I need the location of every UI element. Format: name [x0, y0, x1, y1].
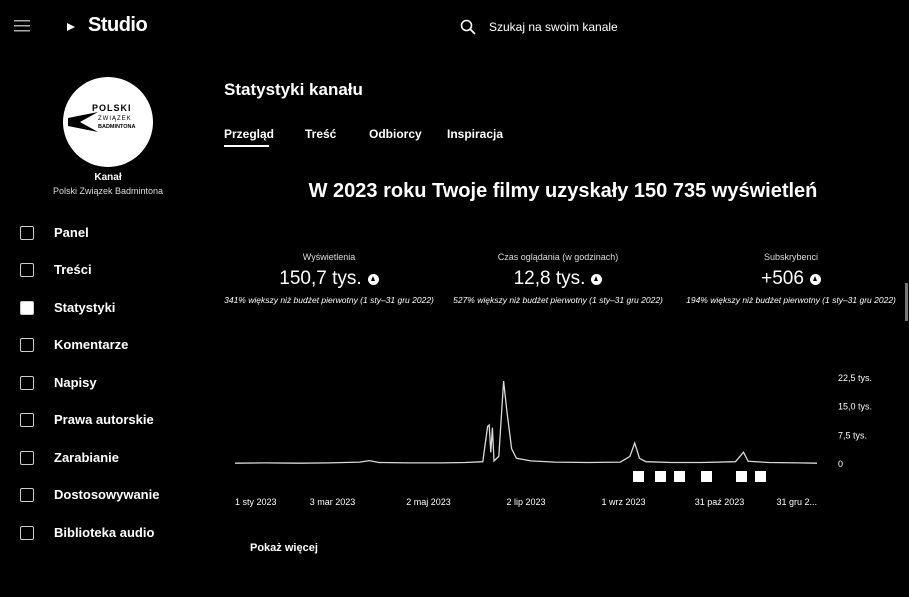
studio-logo [67, 23, 75, 31]
metric-label: Subskrybenci [763, 252, 819, 262]
nav-icon[interactable] [20, 263, 34, 277]
trend-icon [809, 273, 821, 285]
search-box[interactable]: Szukaj na swoim kanale [489, 20, 618, 34]
video-marker [701, 471, 712, 482]
channel-name: Polski Związek Badmintona [52, 186, 164, 196]
metric-card[interactable]: Czas oglądania (w godzinach) 12,8 tys. 527… [443, 252, 673, 307]
metric-value-row: 12,8 tys. [443, 268, 673, 290]
video-marker [655, 471, 666, 482]
metric-label: Czas oglądania (w godzinach) [497, 252, 619, 262]
x-tick-label: 2 maj 2023 [406, 497, 451, 507]
x-tick-label: 1 sty 2023 [235, 497, 277, 507]
nav-icon[interactable] [20, 301, 34, 315]
nav-item[interactable]: Dostosowywanie [54, 487, 160, 502]
nav-icon[interactable] [20, 526, 34, 540]
nav-icon[interactable] [20, 451, 34, 465]
x-tick-label: 3 mar 2023 [310, 497, 356, 507]
metric-value: +506 [761, 268, 804, 289]
y-tick-label: 15,0 tys. [838, 402, 872, 412]
scrollbar[interactable] [905, 283, 908, 321]
nav-icon[interactable] [20, 376, 34, 390]
tab[interactable]: Inspiracja [447, 127, 504, 141]
logo-text: BADMINTONA [98, 124, 136, 130]
logo-text: ZWIĄZEK [98, 116, 132, 122]
trend-arrow [812, 275, 817, 281]
chart: 0 7,5 tys. 15,0 tys. 22,5 tys. 1 sty 2023 3 m… [234, 373, 872, 507]
channel-label: Kanał [94, 172, 122, 183]
trend-icon [591, 273, 603, 285]
x-tick-label: 31 gru 2... [776, 497, 817, 507]
x-tick-label: 31 paź 2023 [695, 497, 745, 507]
nav-item[interactable]: Komentarze [54, 337, 129, 352]
line-series [234, 381, 818, 464]
video-marker [674, 471, 685, 482]
headline: W 2023 roku Twoje filmy uzyskały 150 735… [308, 180, 818, 202]
nav-item[interactable]: Biblioteka audio [54, 525, 155, 540]
show-more[interactable]: Pokaż więcej [250, 542, 318, 554]
nav-item[interactable]: Treści [54, 262, 92, 277]
x-tick-label: 2 lip 2023 [506, 497, 545, 507]
video-marker [755, 471, 766, 482]
page-title: Statystyki kanału [224, 80, 363, 99]
tab-underline [224, 145, 269, 147]
nav-item[interactable]: Napisy [54, 375, 97, 390]
tab[interactable]: Odbiorcy [369, 127, 422, 141]
metric-value: 12,8 tys. [513, 268, 586, 289]
y-tick-label: 22,5 tys. [838, 373, 872, 383]
video-marker [633, 471, 644, 482]
metric-note: 341% większy niż budżet pierwotny (1 sty… [224, 295, 434, 305]
channel-logo: POLSKI ZWIĄZEK BADMINTONA [63, 77, 153, 167]
nav-item[interactable]: Statystyki [54, 300, 116, 315]
trend-arrow [594, 275, 599, 281]
y-tick-label: 7,5 tys. [838, 430, 867, 440]
tab[interactable]: Przegląd [224, 127, 275, 141]
nav-icon[interactable] [20, 226, 34, 240]
metric-card[interactable]: Wyświetlenia 150,7 tys. 341% większy niż b… [214, 252, 444, 307]
search-icon[interactable] [460, 19, 476, 35]
x-tick-label: 1 wrz 2023 [602, 497, 646, 507]
trend-icon [367, 273, 379, 285]
nav-icon[interactable] [20, 488, 34, 502]
metric-label: Wyświetlenia [302, 252, 356, 262]
nav-icon[interactable] [20, 413, 34, 427]
menu-icon[interactable] [14, 18, 32, 34]
metric-note: 194% większy niż budżet pierwotny (1 sty… [686, 295, 896, 305]
trend-arrow [370, 275, 375, 281]
nav-item[interactable]: Zarabianie [54, 450, 120, 465]
metric-value-row: 150,7 tys. [214, 268, 444, 290]
metric-card[interactable]: Subskrybenci +506 194% większy niż budżet … [676, 252, 906, 307]
y-tick-label: 0 [838, 459, 843, 469]
video-marker [736, 471, 747, 482]
metric-value: 150,7 tys. [279, 268, 362, 289]
brand: Studio [88, 14, 148, 36]
tab[interactable]: Treść [305, 127, 337, 141]
metric-value-row: +506 [676, 268, 906, 290]
nav-item[interactable]: Prawa autorskie [54, 412, 154, 427]
metric-note: 527% większy niż budżet pierwotny (1 sty… [453, 295, 663, 305]
logo-text: POLSKI [92, 103, 132, 113]
nav-item[interactable]: Panel [54, 225, 89, 240]
nav-icon[interactable] [20, 338, 34, 352]
